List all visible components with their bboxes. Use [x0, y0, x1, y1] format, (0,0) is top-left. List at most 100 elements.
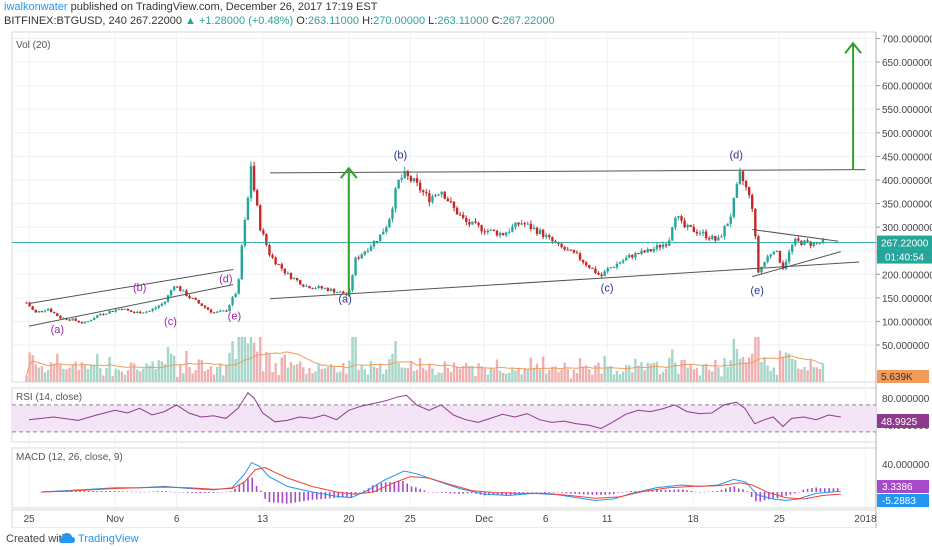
candle-body [794, 238, 797, 245]
candle-body [541, 229, 545, 238]
volume-bar [800, 369, 803, 382]
volume-bar [538, 369, 542, 382]
candle-body [492, 229, 496, 231]
chart-area[interactable]: Vol (20) (a)(b)(c)(d)(e)(a)(b)(c)(d)(e) … [0, 0, 932, 528]
pane-frame [11, 447, 877, 509]
volume-bar [111, 376, 114, 382]
symbol-label[interactable]: BITFINEX:BTGUSD, 240 [4, 15, 127, 27]
time-tick-label: 25 [405, 514, 417, 525]
trendline[interactable] [270, 261, 860, 300]
drawing-tools[interactable]: (a) (b) (c) (d) (e) (a) (b) (c) (d) (e) [28, 41, 866, 336]
candle-body [360, 254, 363, 259]
price-tick-label: 550.000000 [882, 105, 932, 116]
price-tick-label: 650.000000 [882, 58, 932, 69]
tradingview-brand[interactable]: TradingView [78, 533, 139, 545]
target-arrow-head-icon[interactable] [844, 41, 862, 54]
macd-hist-bar [802, 489, 805, 492]
volume-bar [382, 373, 385, 382]
candle-body [744, 181, 748, 188]
volume-bar [671, 349, 674, 382]
trendline[interactable] [752, 251, 841, 278]
volume-bar [465, 363, 468, 382]
macd-hist-bar [613, 492, 615, 495]
macd-hist-bar [578, 492, 581, 495]
volume-bar [332, 366, 336, 382]
volume-bar [591, 374, 594, 382]
candle-body [674, 217, 677, 228]
macd-hist-bar [268, 492, 271, 503]
trendline[interactable] [270, 169, 866, 174]
candle-body [136, 311, 139, 313]
volume-bar [335, 372, 339, 382]
candle-body [575, 252, 579, 254]
candle-body [732, 197, 735, 217]
volume-bar [726, 367, 729, 382]
macd-hist-bar [191, 492, 193, 493]
trendline[interactable] [752, 228, 839, 242]
volume-bar [658, 374, 662, 382]
volume-bar [489, 367, 493, 382]
macd-hist-bar [432, 492, 434, 493]
volume-bar [385, 369, 388, 382]
candle-body [25, 302, 28, 304]
macd-hist-bar [789, 492, 792, 495]
target-arrow-head-icon[interactable] [340, 166, 358, 179]
pane-frame [11, 509, 877, 528]
macd-hist-bar [122, 491, 124, 492]
volume-bar [821, 363, 825, 382]
trendline[interactable] [28, 269, 234, 304]
price-tick-label: 200.000000 [882, 270, 932, 281]
candle-body [495, 230, 499, 236]
volume-bar [775, 374, 779, 382]
macd-hist-bar [587, 492, 589, 495]
volume-bar [43, 372, 47, 382]
macd-hist-bar [608, 492, 611, 495]
trendline[interactable] [28, 284, 234, 327]
volume-bar [231, 341, 234, 382]
candle-body [606, 268, 609, 272]
macd-hist-bar [161, 491, 163, 492]
macd-hist-bar [83, 491, 86, 492]
macd-hist-bar [380, 483, 383, 492]
candle-body [458, 214, 462, 216]
macd-hist-bar [148, 491, 150, 493]
pane-frame [11, 31, 877, 383]
candle-body [148, 310, 151, 312]
volume-bar [89, 364, 93, 382]
macd-hist-bar [397, 481, 400, 492]
macd-hist-bar [582, 492, 585, 495]
volume-bar [412, 370, 416, 382]
volume-bar [142, 368, 145, 382]
volume-bar [286, 367, 290, 382]
candle-body [757, 236, 760, 273]
time-tick-label: Dec [475, 514, 493, 525]
volume-bar [797, 368, 800, 382]
volume-bar [471, 365, 474, 382]
candle-body [692, 226, 696, 232]
author-link[interactable]: iwalkonwater [4, 1, 68, 13]
macd-hist-bar [402, 481, 404, 492]
volume-bar [259, 337, 262, 382]
candle-body [212, 312, 216, 314]
close-key: C: [491, 15, 503, 27]
candle-body [197, 299, 200, 304]
publish-line: iwalkonwater published on TradingView.co… [4, 1, 377, 13]
volume-bar [157, 360, 160, 382]
candle-body [751, 195, 754, 209]
macd-hist-bar [793, 492, 796, 494]
macd-hist-bar [811, 488, 813, 492]
volume-bar [357, 369, 360, 382]
candle-body [449, 201, 453, 203]
volume-bar [403, 367, 406, 382]
candle-body [126, 308, 130, 311]
candle-body [591, 267, 594, 269]
candle-body [342, 291, 345, 294]
candle-body [289, 273, 293, 279]
candle-body [545, 235, 548, 238]
macd-hist-bar [600, 492, 602, 495]
macd-hist-bar [96, 491, 99, 492]
volume-bar [812, 367, 815, 382]
candle-body [151, 308, 154, 311]
volume-bar [326, 367, 330, 382]
candle-body [311, 288, 314, 290]
